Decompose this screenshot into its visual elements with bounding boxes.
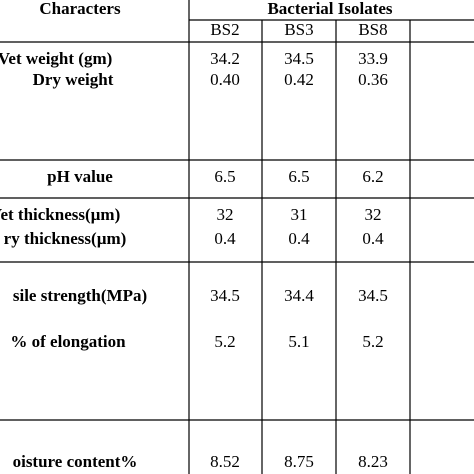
cell-value: 8.75: [284, 452, 314, 471]
cell-value: 6.5: [214, 167, 235, 186]
row-label: % of elongation: [10, 332, 126, 351]
cell-value: 33.9: [358, 49, 388, 68]
cell-value: 32: [217, 205, 234, 224]
group-header: Bacterial Isolates: [267, 0, 392, 18]
cell-value: 5.1: [288, 332, 309, 351]
cell-value: 32: [365, 205, 382, 224]
cell-value: 34.5: [358, 286, 388, 305]
cell-value: 8.52: [210, 452, 240, 471]
cell-value: 0.36: [358, 70, 388, 89]
column-header: BS2: [210, 20, 239, 39]
cell-value: 31: [291, 205, 308, 224]
cell-value: 34.5: [210, 286, 240, 305]
cell-value: 0.4: [362, 229, 384, 248]
row-label: Vet weight (gm): [0, 49, 112, 68]
cell-value: 0.42: [284, 70, 314, 89]
row-label: Vet thickness(µm): [0, 205, 120, 224]
cell-value: 6.2: [362, 167, 383, 186]
cell-value: 0.4: [288, 229, 310, 248]
header-cell: Characters: [39, 0, 121, 18]
row-label: sile strength(MPa): [13, 286, 147, 305]
row-label: oisture content%: [13, 452, 138, 471]
cell-value: 34.5: [284, 49, 314, 68]
row-label: Dry weight: [33, 70, 114, 89]
column-header: BS8: [358, 20, 387, 39]
cell-value: 0.40: [210, 70, 240, 89]
cell-value: 5.2: [214, 332, 235, 351]
column-header: BS3: [284, 20, 313, 39]
cell-value: 8.23: [358, 452, 388, 471]
row-label: ry thickness(µm): [4, 229, 127, 248]
cell-value: 34.2: [210, 49, 240, 68]
cell-value: 6.5: [288, 167, 309, 186]
cell-value: 5.2: [362, 332, 383, 351]
cell-value: 34.4: [284, 286, 314, 305]
cell-value: 0.4: [214, 229, 236, 248]
row-label: pH value: [47, 167, 113, 186]
